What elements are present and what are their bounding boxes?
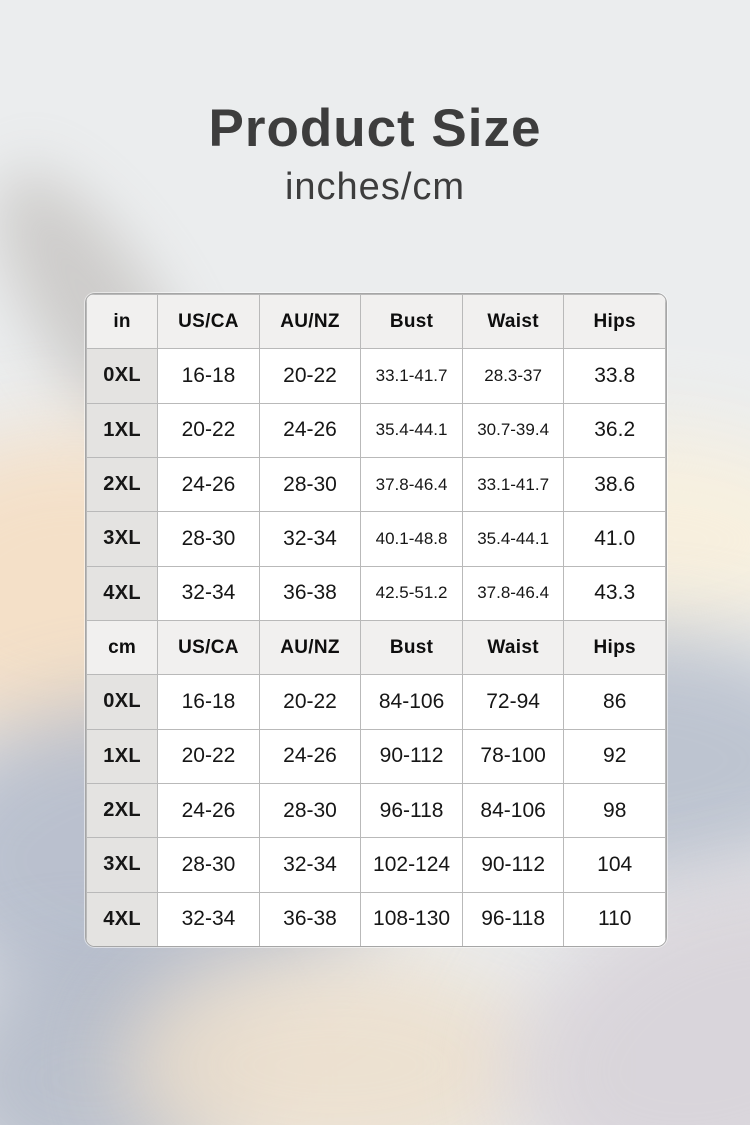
size-value: 33.1-41.7	[461, 456, 565, 513]
size-value: 32-34	[157, 565, 260, 621]
size-value: 33.8	[563, 348, 666, 404]
column-header: Waist	[461, 294, 565, 350]
size-value: 20-22	[258, 674, 362, 730]
table-row: 2XL 24-26 28-30 37.8-46.4 33.1-41.7 38.6	[86, 456, 666, 513]
table-row: 3XL 28-30 32-34 102-124 90-112 104	[86, 837, 666, 893]
column-header: AU/NZ	[258, 294, 362, 350]
size-value: 20-22	[157, 402, 260, 458]
column-header: US/CA	[157, 619, 260, 676]
table-row: 1XL 20-22 24-26 90-112 78-100 92	[86, 728, 666, 784]
size-value: 30.7-39.4	[461, 402, 565, 458]
table-row: 4XL 32-34 36-38 108-130 96-118 110	[86, 891, 666, 946]
size-value: 28.3-37	[461, 348, 565, 404]
size-label: 1XL	[86, 728, 159, 784]
unit-header-row-cm: cm US/CA AU/NZ Bust Waist Hips	[86, 619, 666, 676]
size-value: 37.8-46.4	[360, 456, 463, 513]
size-value: 96-118	[461, 891, 565, 946]
size-value: 16-18	[157, 674, 260, 730]
size-value: 35.4-44.1	[360, 402, 463, 458]
size-label: 2XL	[86, 782, 159, 839]
size-value: 92	[563, 728, 666, 784]
size-value: 36.2	[563, 402, 666, 458]
size-value: 32-34	[258, 837, 362, 893]
table-row: 0XL 16-18 20-22 84-106 72-94 86	[86, 674, 666, 730]
page-subtitle: inches/cm	[284, 166, 466, 208]
size-value: 36-38	[258, 565, 362, 621]
unit-label-cm: cm	[86, 619, 159, 676]
size-label: 0XL	[86, 674, 159, 730]
cloud-cream-bottom	[120, 950, 550, 1125]
size-value: 24-26	[258, 728, 362, 784]
table-row: 3XL 28-30 32-34 40.1-48.8 35.4-44.1 41.0	[86, 511, 666, 567]
page-title: Product Size	[208, 99, 542, 158]
table-row: 1XL 20-22 24-26 35.4-44.1 30.7-39.4 36.2	[86, 402, 666, 458]
size-value: 37.8-46.4	[461, 565, 565, 621]
size-value: 86	[563, 674, 666, 730]
size-value: 42.5-51.2	[360, 565, 463, 621]
size-value: 28-30	[258, 782, 362, 839]
size-value: 35.4-44.1	[461, 511, 565, 567]
table-row: 4XL 32-34 36-38 42.5-51.2 37.8-46.4 43.3	[86, 565, 666, 621]
size-value: 32-34	[157, 891, 260, 946]
unit-label-in: in	[86, 294, 159, 350]
size-value: 102-124	[360, 837, 463, 893]
size-value: 16-18	[157, 348, 260, 404]
size-value: 78-100	[461, 728, 565, 784]
unit-header-row-in: in US/CA AU/NZ Bust Waist Hips	[86, 294, 666, 350]
size-value: 40.1-48.8	[360, 511, 463, 567]
column-header: Bust	[360, 619, 463, 676]
size-table: in US/CA AU/NZ Bust Waist Hips 0XL 16-18 20-22 33…	[86, 294, 666, 946]
size-value: 72-94	[461, 674, 565, 730]
size-chart-card: in US/CA AU/NZ Bust Waist Hips 0XL 16-18 20-22 33…	[85, 293, 667, 947]
size-value: 20-22	[258, 348, 362, 404]
size-table-body: in US/CA AU/NZ Bust Waist Hips 0XL 16-18 20-22 33…	[86, 294, 666, 946]
size-value: 28-30	[157, 511, 260, 567]
size-value: 28-30	[258, 456, 362, 513]
size-value: 90-112	[461, 837, 565, 893]
size-label: 2XL	[86, 456, 159, 513]
size-value: 38.6	[563, 456, 666, 513]
size-label: 3XL	[86, 837, 159, 893]
size-value: 84-106	[461, 782, 565, 839]
column-header: Waist	[461, 619, 565, 676]
table-row: 2XL 24-26 28-30 96-118 84-106 98	[86, 782, 666, 839]
column-header: AU/NZ	[258, 619, 362, 676]
column-header: Hips	[563, 619, 666, 676]
size-value: 32-34	[258, 511, 362, 567]
column-header: Bust	[360, 294, 463, 350]
size-value: 36-38	[258, 891, 362, 946]
size-value: 28-30	[157, 837, 260, 893]
size-label: 4XL	[86, 891, 159, 946]
size-value: 20-22	[157, 728, 260, 784]
size-label: 4XL	[86, 565, 159, 621]
size-value: 96-118	[360, 782, 463, 839]
size-value: 98	[563, 782, 666, 839]
size-value: 110	[563, 891, 666, 946]
size-value: 24-26	[157, 782, 260, 839]
size-value: 90-112	[360, 728, 463, 784]
size-label: 1XL	[86, 402, 159, 458]
column-header: US/CA	[157, 294, 260, 350]
size-value: 24-26	[258, 402, 362, 458]
size-value: 108-130	[360, 891, 463, 946]
size-value: 84-106	[360, 674, 463, 730]
size-label: 0XL	[86, 348, 159, 404]
size-value: 24-26	[157, 456, 260, 513]
size-value: 41.0	[563, 511, 666, 567]
size-value: 33.1-41.7	[360, 348, 463, 404]
size-value: 43.3	[563, 565, 666, 621]
column-header: Hips	[563, 294, 666, 350]
size-value: 104	[563, 837, 666, 893]
size-label: 3XL	[86, 511, 159, 567]
table-row: 0XL 16-18 20-22 33.1-41.7 28.3-37 33.8	[86, 348, 666, 404]
